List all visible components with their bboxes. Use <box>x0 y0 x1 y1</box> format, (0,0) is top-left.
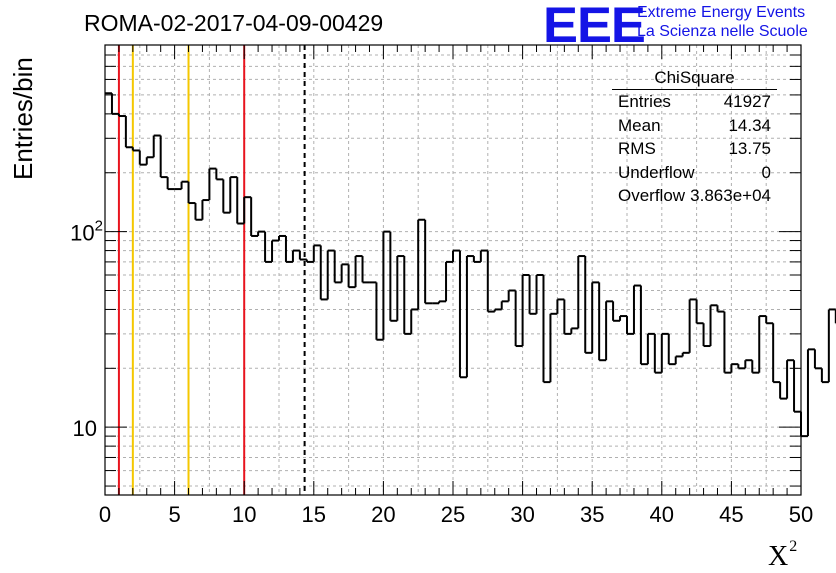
stats-title: ChiSquare <box>612 68 777 90</box>
eee-logo: EEE <box>543 0 646 53</box>
x-tick-label: 40 <box>650 502 674 527</box>
x-tick-label: 5 <box>168 502 180 527</box>
y-axis-label: Entries/bin <box>8 57 38 180</box>
x-tick-label: 50 <box>789 502 813 527</box>
stats-value: 13.75 <box>728 139 771 158</box>
stats-value: 3.863e+04 <box>690 186 771 205</box>
y-tick-base: 10 <box>70 221 94 246</box>
x-tick-label: 25 <box>441 502 465 527</box>
stats-key: RMS <box>618 139 656 158</box>
logo-text-line2: La Scienza nelle Scuole <box>637 23 808 40</box>
chart-title: ROMA-02-2017-04-09-00429 <box>84 10 384 36</box>
y-tick-base: 10 <box>73 416 97 441</box>
x-axis-label-base: X <box>768 541 789 572</box>
stats-key: Underflow <box>618 162 695 182</box>
stats-value: 14.34 <box>728 115 771 135</box>
stats-box: ChiSquare Entries 41927 Mean 14.34 RMS 13.7… <box>612 68 777 210</box>
x-axis-label-exponent: 2 <box>789 538 798 555</box>
x-tick-label: 30 <box>510 502 534 527</box>
x-tick-label: 0 <box>99 502 111 527</box>
stats-key: Overflow <box>618 186 686 205</box>
x-tick-label: 45 <box>719 502 743 527</box>
y-tick-label: 10 <box>73 416 97 441</box>
stats-row-rms: RMS 13.75 <box>612 139 777 163</box>
stats-key: Entries <box>618 92 671 111</box>
stats-row-mean: Mean 14.34 <box>612 116 777 140</box>
y-tick-exponent: 2 <box>95 218 103 235</box>
stats-row-underflow: Underflow 0 <box>612 163 777 187</box>
x-tick-label: 20 <box>371 502 395 527</box>
x-tick-label: 15 <box>302 502 326 527</box>
logo-text-line1: Extreme Energy Events <box>637 4 806 21</box>
stats-row-overflow: Overflow 3.863e+04 <box>612 186 777 210</box>
x-tick-label: 10 <box>232 502 256 527</box>
stats-value: 0 <box>761 162 771 182</box>
y-tick-label: 102 <box>70 218 103 246</box>
x-tick-label: 35 <box>580 502 604 527</box>
stats-row-entries: Entries 41927 <box>612 92 777 116</box>
x-axis-label: X2 <box>768 538 797 573</box>
stats-value: 41927 <box>723 92 771 111</box>
stats-key: Mean <box>618 115 661 135</box>
